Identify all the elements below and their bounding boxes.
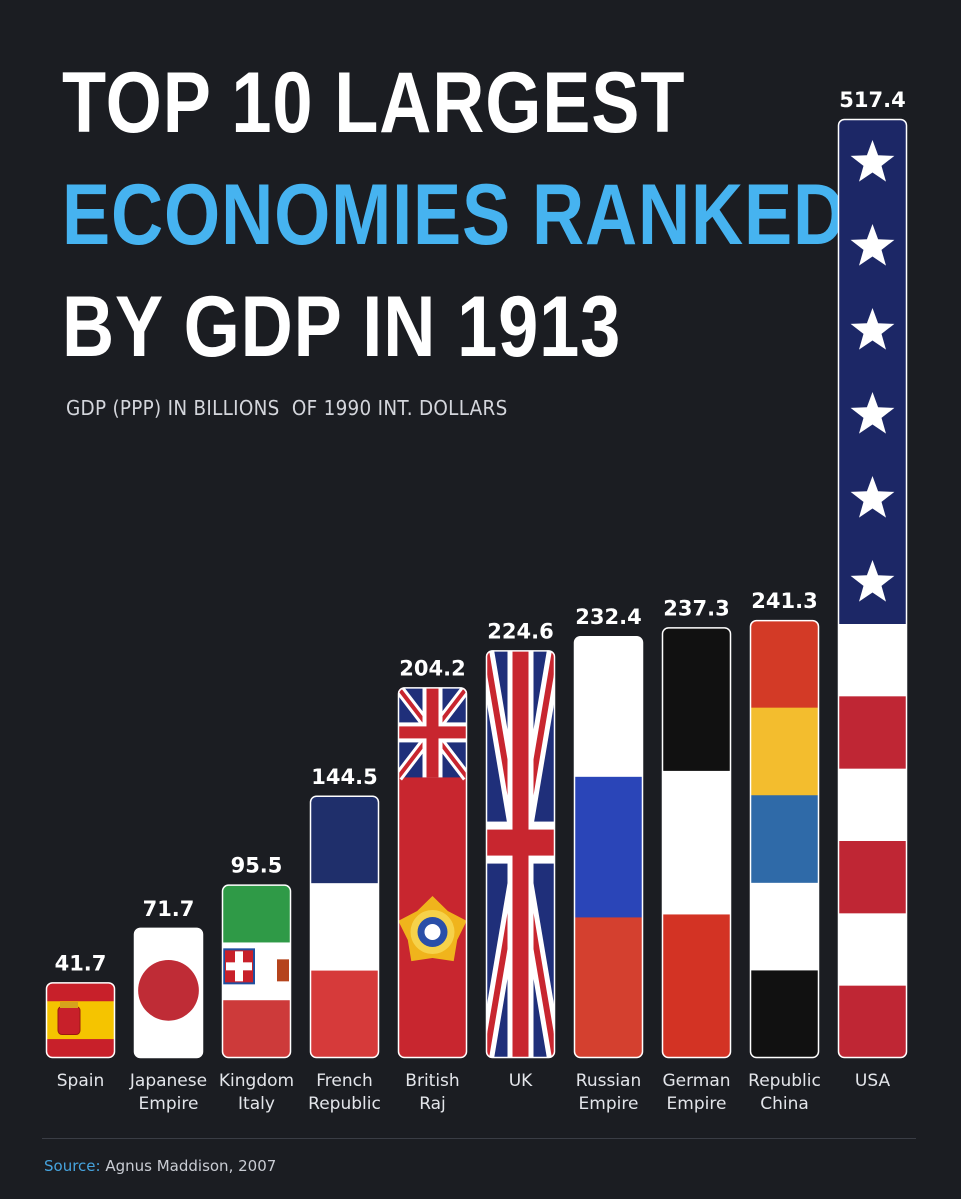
bar-outline [749,619,820,1059]
value-label: 95.5 [231,854,283,878]
source-label: Source: [44,1157,101,1175]
category-label: USA [855,1071,891,1091]
category-label: Republic [748,1071,821,1091]
category-label: Empire [139,1094,199,1114]
bar-outline [837,118,908,1059]
value-label: 204.2 [399,656,465,680]
value-label: 237.3 [663,596,729,620]
bar-outline [661,627,732,1059]
bar-french-republic [310,795,379,1058]
bar-outline [309,795,380,1059]
category-label: Italy [238,1094,275,1114]
bar-usa [838,119,907,1058]
bar-outline [45,982,116,1059]
source-note: Source: Agnus Maddison, 2007 [44,1157,276,1175]
value-label: 41.7 [55,951,107,975]
category-label: Raj [419,1094,446,1114]
bar-kingdom-italy [222,884,291,1058]
bar-republic-china [750,620,819,1058]
value-label: 224.6 [487,619,553,643]
bar-japanese-empire [134,927,203,1058]
category-label: Japanese [129,1071,207,1091]
value-label: 232.4 [575,605,641,629]
category-label: British [405,1071,459,1091]
bar-british-raj [398,687,467,1058]
bar-russian-empire [574,636,643,1059]
bar-outline [133,927,204,1059]
category-label: Spain [57,1071,105,1091]
category-label: UK [509,1071,533,1091]
value-label: 144.5 [311,765,377,789]
footer-divider [42,1138,916,1139]
bar-spain [46,982,115,1058]
bar-german-empire [662,627,731,1058]
title-line-1: TOP 10 LARGEST [62,55,686,151]
bar-uk [486,650,555,1058]
bar-outline [397,687,468,1059]
category-label: French [316,1071,373,1091]
bar-outline [485,650,556,1059]
value-label: 71.7 [143,897,195,921]
source-text: Agnus Maddison, 2007 [100,1157,277,1175]
chart-subtitle: GDP (PPP) IN BILLIONS OF 1990 INT. DOLLA… [66,396,508,420]
category-label: German [662,1071,730,1091]
category-label: Kingdom [219,1071,294,1091]
category-label: Empire [667,1094,727,1114]
title-line-2: ECONOMIES RANKED [62,167,847,263]
category-label: China [760,1094,809,1114]
bar-outline [221,884,292,1059]
bar-outline [573,635,644,1059]
title-line-3: BY GDP IN 1913 [62,279,622,375]
category-label: Republic [308,1094,381,1114]
category-label: Russian [576,1071,641,1091]
value-label: 241.3 [751,589,817,613]
value-label: 517.4 [839,88,905,112]
category-label: Empire [579,1094,639,1114]
